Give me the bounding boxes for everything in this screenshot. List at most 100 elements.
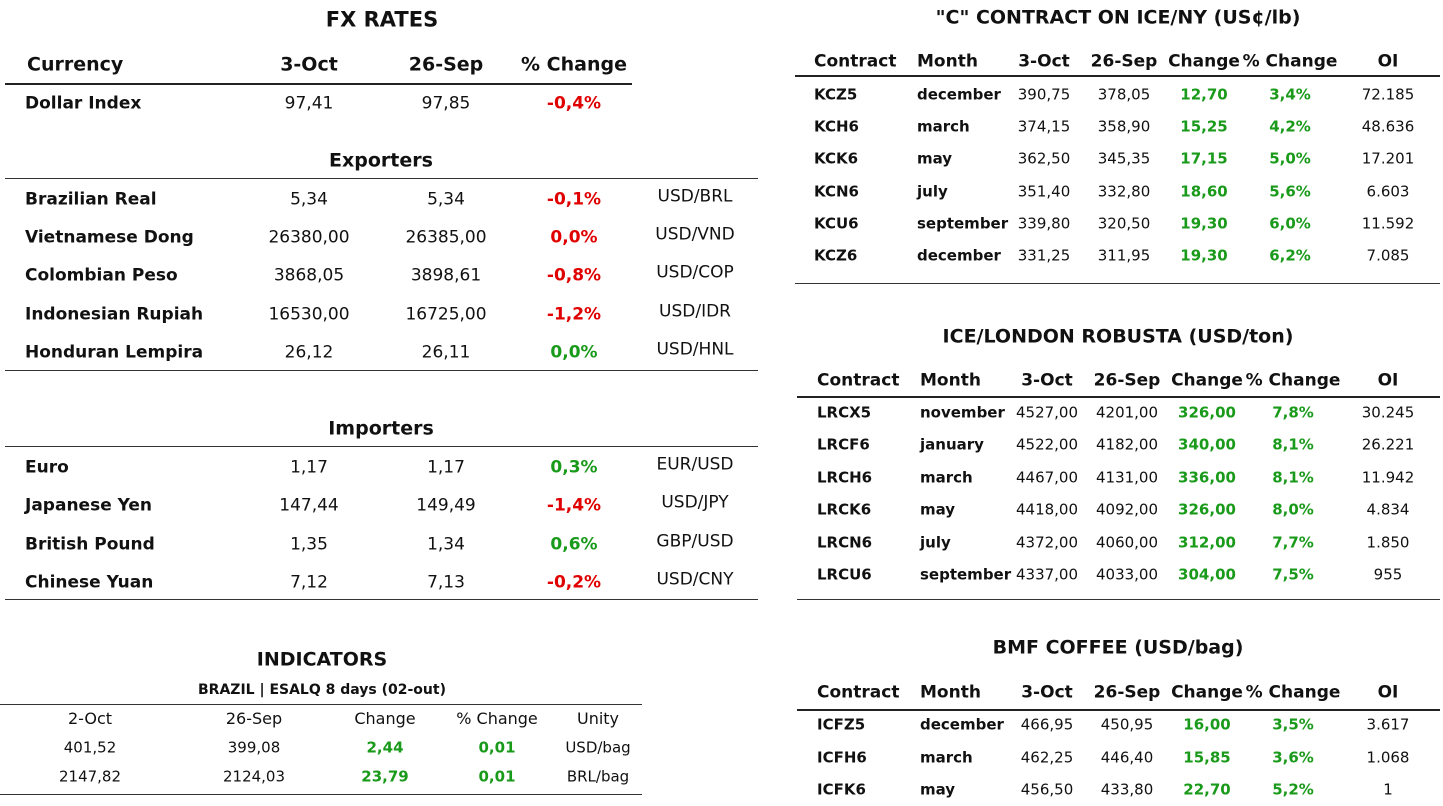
text: may xyxy=(920,500,956,519)
rule xyxy=(797,396,1440,398)
text: 2,44 xyxy=(366,738,404,757)
text: 30.245 xyxy=(1361,403,1415,422)
text: 3898,61 xyxy=(410,265,482,286)
text: 362,50 xyxy=(1017,149,1071,168)
text: 3-Oct xyxy=(1021,370,1073,391)
text: 1.850 xyxy=(1366,533,1410,552)
text: 1 xyxy=(1383,780,1393,799)
text: 26-Sep xyxy=(225,709,283,728)
text: 19,30 xyxy=(1180,246,1228,265)
text: 16725,00 xyxy=(405,304,487,325)
text: Contract xyxy=(817,370,900,391)
text: Change xyxy=(1171,370,1243,391)
text: USD/bag xyxy=(565,738,631,757)
text: 2147,82 xyxy=(58,767,122,786)
text: Currency xyxy=(27,53,124,76)
text: 4418,00 xyxy=(1015,500,1079,519)
text: British Pound xyxy=(25,534,155,555)
text: 2-Oct xyxy=(67,709,113,728)
rule xyxy=(0,704,642,705)
text: 326,00 xyxy=(1178,403,1236,422)
rule xyxy=(5,446,758,447)
text: 331,25 xyxy=(1017,246,1071,265)
text: ICFZ5 xyxy=(817,715,866,734)
text: 433,80 xyxy=(1100,780,1154,799)
text: Month xyxy=(917,51,978,72)
text: 345,35 xyxy=(1097,149,1151,168)
text: 16530,00 xyxy=(268,304,350,325)
text: 18,60 xyxy=(1180,182,1228,201)
text: 0,6% xyxy=(550,534,598,555)
text: 456,50 xyxy=(1020,780,1074,799)
text: may xyxy=(920,780,956,799)
text: Contract xyxy=(814,51,897,72)
text: Importers xyxy=(328,417,434,440)
text: 19,30 xyxy=(1180,214,1228,233)
text: 0,0% xyxy=(550,342,598,363)
text: november xyxy=(920,403,1005,422)
text: 7,13 xyxy=(427,572,465,593)
text: 4092,00 xyxy=(1095,500,1159,519)
text: OI xyxy=(1377,51,1399,72)
text: 16,00 xyxy=(1183,715,1231,734)
rule xyxy=(797,709,1440,711)
text: KCH6 xyxy=(814,117,859,136)
text: Japanese Yen xyxy=(25,495,153,516)
text: 336,00 xyxy=(1178,468,1236,487)
text: LRCX5 xyxy=(817,403,872,422)
text: Chinese Yuan xyxy=(25,572,154,593)
text: 462,25 xyxy=(1020,748,1074,766)
text: 3,6% xyxy=(1272,748,1314,766)
text: 0,01 xyxy=(478,738,516,757)
text: 3-Oct xyxy=(1021,682,1073,703)
text: 26-Sep xyxy=(1093,370,1161,391)
text: 4527,00 xyxy=(1015,403,1079,422)
text: 4372,00 xyxy=(1015,533,1079,552)
text: 11.942 xyxy=(1361,468,1415,487)
text: 0,01 xyxy=(478,767,516,786)
text: 12,70 xyxy=(1180,85,1228,104)
text: 23,79 xyxy=(361,767,409,786)
text: 26.221 xyxy=(1361,435,1415,454)
text: 378,05 xyxy=(1097,85,1151,104)
text: 1,17 xyxy=(290,457,328,478)
text: january xyxy=(920,435,984,454)
text: ICFH6 xyxy=(817,748,867,766)
rule xyxy=(795,283,1440,284)
text: USD/CNY xyxy=(656,569,734,590)
text: 17,15 xyxy=(1180,149,1228,168)
text: 147,44 xyxy=(279,495,339,516)
text: march xyxy=(920,468,973,487)
text: 450,95 xyxy=(1100,715,1154,734)
text: 8,1% xyxy=(1272,468,1314,487)
text: USD/VND xyxy=(655,224,735,245)
text: 17.201 xyxy=(1361,149,1415,168)
text: % Change xyxy=(521,53,627,76)
text: KCZ5 xyxy=(814,85,858,104)
text: may xyxy=(917,149,953,168)
text: 4522,00 xyxy=(1015,435,1079,454)
text: % Change xyxy=(1245,682,1341,703)
text: 26,12 xyxy=(284,342,334,363)
rule xyxy=(5,83,632,85)
text: 3,5% xyxy=(1272,715,1314,734)
text: 5,34 xyxy=(427,189,465,210)
text: 466,95 xyxy=(1020,715,1074,734)
text: USD/JPY xyxy=(661,492,729,513)
text: Brazilian Real xyxy=(25,189,157,210)
text: 7.085 xyxy=(1366,246,1410,265)
text: LRCK6 xyxy=(817,500,872,519)
text: 3-Oct xyxy=(280,53,338,76)
text: 26385,00 xyxy=(405,227,487,248)
text: KCU6 xyxy=(814,214,859,233)
text: 48.636 xyxy=(1361,117,1415,136)
text: % Change xyxy=(456,709,538,728)
text: december xyxy=(917,246,1001,265)
text: 7,7% xyxy=(1272,533,1314,552)
rule xyxy=(5,178,758,179)
text: BRL/bag xyxy=(566,767,630,786)
text: 4.834 xyxy=(1366,500,1410,519)
text: 6,0% xyxy=(1269,214,1311,233)
text: OI xyxy=(1377,682,1399,703)
text: 1,17 xyxy=(427,457,465,478)
